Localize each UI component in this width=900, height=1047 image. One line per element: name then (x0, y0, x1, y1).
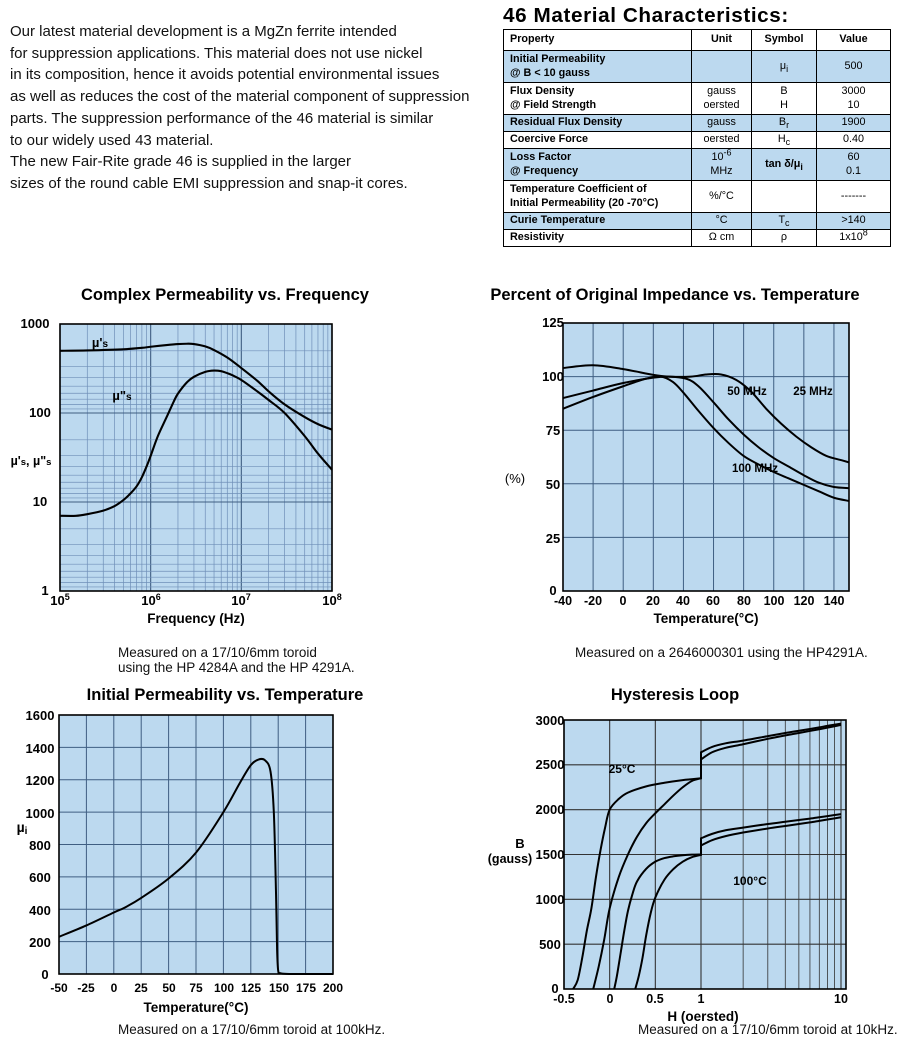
svg-text:106: 106 (141, 592, 160, 608)
svg-text:150: 150 (269, 981, 289, 995)
svg-text:25 MHz: 25 MHz (793, 386, 833, 398)
svg-text:1400: 1400 (26, 741, 55, 756)
svg-text:800: 800 (29, 838, 51, 853)
svg-text:1200: 1200 (26, 773, 55, 788)
svg-text:2500: 2500 (536, 757, 565, 772)
svg-text:100°C: 100°C (733, 874, 767, 888)
svg-text:1600: 1600 (26, 708, 55, 723)
svg-text:µ's, µ"s: µ's, µ"s (11, 454, 52, 468)
svg-text:25: 25 (134, 981, 148, 995)
svg-text:200: 200 (323, 981, 343, 995)
svg-text:1000: 1000 (536, 892, 565, 907)
svg-text:1000: 1000 (26, 806, 55, 821)
svg-text:1000: 1000 (21, 316, 50, 331)
svg-text:B: B (515, 836, 524, 851)
svg-text:-20: -20 (584, 594, 602, 608)
svg-text:100 MHz: 100 MHz (732, 463, 778, 475)
svg-text:2000: 2000 (536, 802, 565, 817)
svg-text:Temperature(°C): Temperature(°C) (144, 1000, 249, 1015)
svg-text:120: 120 (794, 594, 815, 608)
svg-text:75: 75 (189, 981, 203, 995)
svg-text:Temperature(°C): Temperature(°C) (654, 611, 759, 626)
svg-text:25°C: 25°C (609, 762, 636, 776)
svg-text:75: 75 (546, 423, 560, 438)
svg-text:0.5: 0.5 (646, 992, 663, 1006)
svg-text:1: 1 (41, 583, 48, 598)
svg-text:60: 60 (706, 594, 720, 608)
svg-text:0: 0 (607, 992, 614, 1006)
svg-text:50 MHz: 50 MHz (727, 386, 767, 398)
svg-text:108: 108 (322, 592, 341, 608)
svg-text:µi: µi (17, 819, 28, 837)
svg-text:500: 500 (539, 937, 561, 952)
svg-text:1: 1 (698, 992, 705, 1006)
svg-text:80: 80 (737, 594, 751, 608)
svg-text:400: 400 (29, 903, 51, 918)
svg-text:0: 0 (111, 981, 118, 995)
svg-text:-0.5: -0.5 (553, 992, 575, 1006)
svg-text:140: 140 (824, 594, 845, 608)
svg-text:Frequency (Hz): Frequency (Hz) (147, 611, 245, 626)
svg-text:0: 0 (620, 594, 627, 608)
svg-text:(%): (%) (505, 471, 525, 486)
svg-text:105: 105 (50, 592, 69, 608)
svg-text:200: 200 (29, 935, 51, 950)
svg-text:100: 100 (542, 369, 564, 384)
svg-text:50: 50 (162, 981, 176, 995)
svg-text:10: 10 (33, 494, 47, 509)
svg-text:100: 100 (214, 981, 234, 995)
svg-text:107: 107 (231, 592, 250, 608)
svg-text:0: 0 (41, 967, 48, 982)
svg-text:40: 40 (676, 594, 690, 608)
svg-text:1500: 1500 (536, 847, 565, 862)
svg-text:20: 20 (646, 594, 660, 608)
svg-text:3000: 3000 (536, 713, 565, 728)
svg-text:50: 50 (546, 477, 560, 492)
svg-text:-40: -40 (554, 594, 572, 608)
svg-text:175: 175 (296, 981, 316, 995)
svg-text:125: 125 (542, 315, 564, 330)
svg-text:600: 600 (29, 870, 51, 885)
svg-text:(gauss): (gauss) (488, 852, 532, 866)
svg-text:25: 25 (546, 531, 560, 546)
svg-text:100: 100 (764, 594, 785, 608)
svg-text:10: 10 (834, 992, 848, 1006)
svg-text:-25: -25 (77, 981, 95, 995)
svg-text:125: 125 (241, 981, 261, 995)
svg-text:100: 100 (29, 405, 51, 420)
svg-text:-50: -50 (50, 981, 68, 995)
